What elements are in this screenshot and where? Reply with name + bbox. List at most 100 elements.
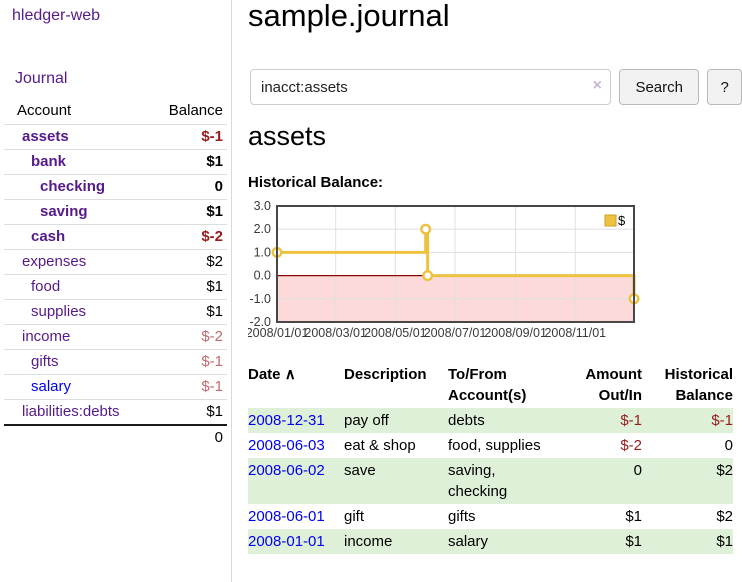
transaction-date-link[interactable]: 2008-06-02 — [248, 462, 325, 479]
register-header-row: Date ∧ Description To/From Account(s) Am… — [248, 362, 733, 408]
transaction-accounts: salary — [448, 533, 489, 550]
account-link-cash[interactable]: cash — [31, 228, 66, 245]
account-balance: $-1 — [152, 349, 227, 375]
register-row: 2008-12-31 pay off debts $-1 $-1 — [248, 408, 733, 433]
svg-text:3.0: 3.0 — [254, 199, 271, 213]
account-link-expenses[interactable]: expenses — [22, 253, 87, 270]
transaction-amount: $-2 — [620, 437, 642, 454]
transaction-date-link[interactable]: 2008-01-01 — [248, 533, 325, 550]
sidebar-item-journal[interactable]: Journal — [15, 70, 68, 87]
transaction-description: gift — [344, 508, 365, 525]
transaction-accounts: debts — [448, 412, 485, 429]
transaction-description: pay off — [344, 412, 389, 429]
transaction-balance: $2 — [716, 508, 733, 525]
account-balance: $-2 — [152, 324, 227, 350]
account-balance: $2 — [152, 249, 227, 275]
account-row-cash: cash $-2 — [4, 224, 227, 250]
account-link-supplies[interactable]: supplies — [31, 303, 87, 320]
account-link-assets[interactable]: assets — [22, 128, 69, 145]
account-link-liabilities-debts[interactable]: liabilities:debts — [22, 403, 120, 420]
account-balance: $1 — [152, 199, 227, 225]
transaction-accounts: food, supplies — [448, 437, 541, 454]
account-row-bank: bank $1 — [4, 149, 227, 175]
account-balance: $-2 — [152, 224, 227, 250]
register-row: 2008-06-03 eat & shop food, supplies $-2… — [248, 433, 733, 458]
account-link-salary[interactable]: salary — [31, 378, 72, 395]
chart-canvas: $3.0 2.0 1.0 0.0 -1.0 -2.02008/01/012008/03/0… — [246, 199, 640, 340]
transaction-accounts: gifts — [448, 508, 476, 525]
accounts-header-account: Account — [17, 102, 72, 119]
account-balance: 0 — [152, 174, 227, 200]
account-balance: $-1 — [152, 124, 227, 150]
transaction-date-link[interactable]: 2008-06-01 — [248, 508, 325, 525]
transaction-amount: $-1 — [620, 412, 642, 429]
accounts-header-row: Account Balance — [4, 99, 227, 125]
transaction-description: eat & shop — [344, 437, 416, 454]
svg-text:-2.0: -2.0 — [249, 315, 271, 329]
account-row-expenses: expenses $2 — [4, 249, 227, 275]
register-header-date[interactable]: Date ∧ — [248, 366, 296, 383]
svg-text:$: $ — [618, 213, 626, 228]
transaction-balance: 0 — [724, 437, 733, 454]
account-row-salary: salary $-1 — [4, 374, 227, 400]
account-link-income[interactable]: income — [22, 328, 71, 345]
transaction-balance: $-1 — [711, 412, 733, 429]
svg-text:1.0: 1.0 — [254, 245, 271, 259]
account-row-gifts: gifts $-1 — [4, 349, 227, 375]
account-row-assets: assets $-1 — [4, 124, 227, 150]
historical-balance-chart[interactable]: $3.0 2.0 1.0 0.0 -1.0 -2.0 2008/01/01 2008/03/0… — [246, 198, 730, 349]
accounts-table: Account Balance assets $-1 bank $1 check… — [4, 99, 227, 450]
account-row-saving: saving $1 — [4, 199, 227, 225]
transaction-accounts: saving, checking — [448, 462, 508, 500]
account-balance: $1 — [152, 299, 227, 325]
accounts-header-balance: Balance — [168, 102, 223, 119]
register-row: 2008-06-01 gift gifts $1 $2 — [248, 504, 733, 529]
transaction-description: income — [344, 533, 393, 550]
svg-text:2008/03/01: 2008/03/01 — [304, 326, 367, 340]
main-panel: sample.journal × Search ? assets Histori… — [246, 0, 742, 582]
register-row: 2008-01-01 income salary $1 $1 — [248, 529, 733, 554]
account-row-food: food $1 — [4, 274, 227, 300]
accounts-total-row: 0 — [4, 424, 227, 450]
account-row-checking: checking 0 — [4, 174, 227, 200]
account-row-liabilities-debts: liabilities:debts $1 — [4, 399, 227, 425]
account-link-food[interactable]: food — [31, 278, 61, 295]
account-balance: $1 — [152, 149, 227, 175]
account-balance: $-1 — [152, 374, 227, 400]
account-heading: assets — [248, 121, 327, 151]
register-header-amount: Amount Out/In — [585, 366, 642, 404]
svg-text:-1.0: -1.0 — [249, 292, 271, 306]
clear-search-icon[interactable]: × — [592, 77, 602, 94]
account-balance: $1 — [152, 274, 227, 300]
svg-text:2008/01/01: 2008/01/01 — [248, 326, 308, 340]
account-link-bank[interactable]: bank — [31, 153, 67, 170]
svg-text:2.0: 2.0 — [254, 222, 271, 236]
chart-title: Historical Balance: — [248, 174, 384, 191]
register-row: 2008-06-02 save saving, checking 0 $2 — [248, 458, 733, 504]
sidebar: hledger-web Journal Account Balance asse… — [0, 0, 232, 582]
account-row-supplies: supplies $1 — [4, 299, 227, 325]
transaction-balance: $2 — [716, 462, 733, 479]
account-link-checking[interactable]: checking — [40, 178, 106, 195]
transaction-amount: 0 — [633, 462, 642, 479]
svg-text:2008/07/01: 2008/07/01 — [424, 326, 487, 340]
search-button[interactable]: Search — [619, 69, 699, 105]
account-balance: $1 — [152, 399, 227, 425]
transaction-date-link[interactable]: 2008-06-03 — [248, 437, 325, 454]
svg-text:2008/11/01: 2008/11/01 — [544, 326, 606, 340]
help-button[interactable]: ? — [707, 69, 742, 105]
svg-text:0.0: 0.0 — [254, 269, 271, 283]
brand-link[interactable]: hledger-web — [12, 7, 101, 24]
search-input[interactable] — [250, 69, 611, 105]
transaction-amount: $1 — [625, 533, 642, 550]
account-row-income: income $-2 — [4, 324, 227, 350]
account-link-gifts[interactable]: gifts — [31, 353, 59, 370]
register-header-balance: Historical Balance — [664, 366, 733, 404]
register-header-description: Description — [344, 366, 427, 383]
svg-text:2008/09/01: 2008/09/01 — [484, 326, 547, 340]
accounts-total-value: 0 — [152, 424, 227, 450]
account-link-saving[interactable]: saving — [40, 203, 88, 220]
search-form: × Search ? — [250, 69, 742, 105]
transaction-date-link[interactable]: 2008-12-31 — [248, 412, 325, 429]
transaction-amount: $1 — [625, 508, 642, 525]
